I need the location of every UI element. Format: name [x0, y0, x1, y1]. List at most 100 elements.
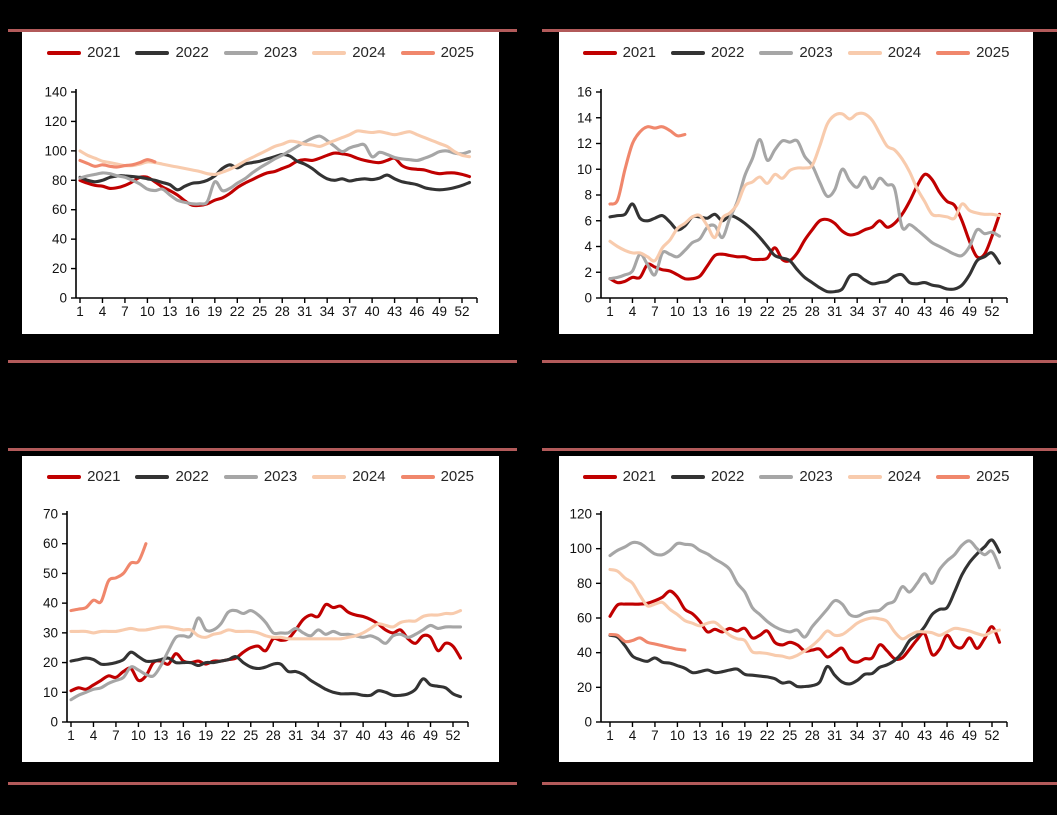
legend-label-2024: 2024 [352, 468, 386, 485]
y-tick-label: 70 [43, 507, 58, 522]
divider-rule-bottom-left [8, 782, 517, 785]
x-tick-label: 49 [423, 728, 438, 743]
x-tick-label: 28 [266, 728, 281, 743]
x-tick-label: 4 [90, 728, 98, 743]
x-tick-label: 13 [153, 728, 168, 743]
legend-item-2024: 2024 [312, 468, 386, 485]
x-tick-label: 34 [850, 304, 866, 319]
legend-item-2024: 2024 [847, 469, 921, 484]
legend-item-2023: 2023 [759, 469, 833, 484]
legend-item-2022: 2022 [135, 469, 209, 484]
y-tick-label: 140 [44, 85, 67, 100]
y-tick-label: 20 [577, 680, 592, 695]
x-tick-label: 40 [895, 728, 910, 743]
y-tick-label: 40 [43, 596, 58, 611]
y-tick-label: 100 [569, 541, 592, 556]
x-tick-label: 19 [198, 728, 213, 743]
x-tick-label: 10 [670, 728, 685, 743]
legend-label-2021: 2021 [622, 44, 656, 61]
x-tick-label: 28 [805, 728, 820, 743]
y-tick-label: 0 [584, 715, 592, 730]
x-tick-label: 52 [984, 728, 999, 743]
legend-label-2025: 2025 [976, 44, 1010, 61]
x-tick-label: 49 [962, 728, 977, 743]
x-tick-label: 19 [737, 304, 752, 319]
x-tick-label: 13 [692, 728, 707, 743]
legend-swatch-2021 [582, 50, 617, 55]
legend-swatch-2023 [759, 474, 794, 479]
x-tick-label: 37 [342, 304, 357, 319]
chart-panel-bottom-left: 2021 2022 2023 2024 2025 0 10 20 30 40 50 60 70 1 4 7 1… [22, 456, 499, 762]
x-tick-label: 28 [275, 304, 290, 319]
legend-label-2024: 2024 [887, 44, 922, 61]
legend-label-2023: 2023 [263, 468, 298, 485]
legend-item-2025: 2025 [936, 45, 1009, 60]
y-tick-label: 40 [577, 645, 592, 660]
x-tick-label: 1 [606, 304, 614, 319]
x-tick-label: 31 [827, 304, 842, 319]
chart-panel-top-right: 2021 2022 2023 2024 2025 0 2 4 6 8 10 12 14 16 1 4 7 10 1… [559, 32, 1033, 334]
y-tick-label: 12 [577, 136, 592, 151]
legend-swatch-2024 [312, 474, 347, 479]
series-line-2024 [608, 567, 1002, 660]
legend-label-2021: 2021 [87, 468, 121, 485]
legend-item-2021: 2021 [47, 469, 120, 484]
legend-item-2021: 2021 [47, 45, 120, 60]
legend-label-2022: 2022 [710, 44, 745, 61]
x-tick-label: 1 [76, 304, 84, 319]
legend-swatch-2023 [223, 474, 258, 479]
series-line-2021 [608, 172, 1002, 285]
x-tick-label: 13 [692, 304, 707, 319]
x-tick-label: 52 [445, 728, 460, 743]
x-tick-label: 7 [651, 304, 659, 319]
legend-label-2021: 2021 [87, 44, 121, 61]
legend-swatch-2022 [670, 50, 705, 55]
legend-swatch-2023 [223, 50, 258, 55]
x-tick-label: 37 [333, 728, 348, 743]
series-line-2025 [78, 158, 157, 169]
x-tick-label: 16 [185, 304, 200, 319]
legend-item-2023: 2023 [223, 45, 297, 60]
series-line-2024 [608, 111, 1002, 263]
y-tick-label: 120 [569, 507, 592, 522]
y-tick-label: 50 [43, 566, 58, 581]
y-tick-label: 10 [577, 162, 592, 177]
x-tick-label: 19 [737, 728, 752, 743]
y-tick-label: 8 [584, 188, 592, 203]
y-tick-label: 100 [44, 143, 67, 158]
x-tick-label: 13 [162, 304, 177, 319]
x-tick-label: 28 [805, 304, 820, 319]
legend-swatch-2025 [936, 474, 971, 479]
legend-swatch-2021 [582, 474, 617, 479]
legend-swatch-2022 [135, 474, 170, 479]
y-tick-label: 2 [584, 265, 592, 280]
x-tick-label: 40 [365, 304, 380, 319]
x-tick-label: 46 [401, 728, 416, 743]
legend-item-2025: 2025 [400, 469, 474, 484]
legend-swatch-2023 [759, 50, 794, 55]
y-tick-label: 0 [50, 715, 58, 730]
x-tick-label: 43 [917, 728, 932, 743]
legend-item-2025: 2025 [936, 469, 1009, 484]
x-tick-label: 4 [629, 304, 637, 319]
legend-item-2022: 2022 [670, 44, 745, 61]
x-tick-label: 16 [715, 304, 730, 319]
y-tick-label: 60 [577, 611, 592, 626]
x-tick-label: 34 [850, 728, 866, 743]
x-tick-label: 7 [651, 728, 659, 743]
series-line-2022 [69, 650, 463, 699]
x-tick-label: 34 [320, 304, 336, 319]
x-tick-label: 49 [962, 304, 977, 319]
x-tick-label: 7 [112, 728, 120, 743]
x-tick-label: 22 [230, 304, 245, 319]
divider-rule-top-left [8, 29, 517, 32]
chart-svg-bottom-left: 0 10 20 30 40 50 60 70 1 4 7 10 13 16 19 22 25 28 31 34 37 40… [43, 507, 469, 743]
chart-svg-top-left: 0 20 40 60 80 100 120 140 1 4 7 10 13 16 19 22 25 28 31 34 3… [44, 85, 478, 319]
series-line-2023 [608, 539, 1002, 639]
x-tick-label: 46 [410, 304, 425, 319]
x-tick-label: 31 [827, 728, 842, 743]
x-tick-label: 1 [67, 728, 75, 743]
legend-swatch-2024 [312, 50, 347, 55]
series-line-2023 [608, 138, 1002, 281]
divider-rule-top-right [542, 29, 1057, 32]
